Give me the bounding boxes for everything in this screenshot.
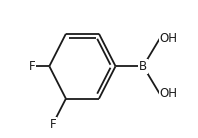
- Text: B: B: [139, 60, 147, 73]
- Text: F: F: [29, 60, 35, 73]
- Text: OH: OH: [160, 87, 178, 100]
- Text: F: F: [50, 118, 56, 131]
- Text: OH: OH: [160, 32, 178, 45]
